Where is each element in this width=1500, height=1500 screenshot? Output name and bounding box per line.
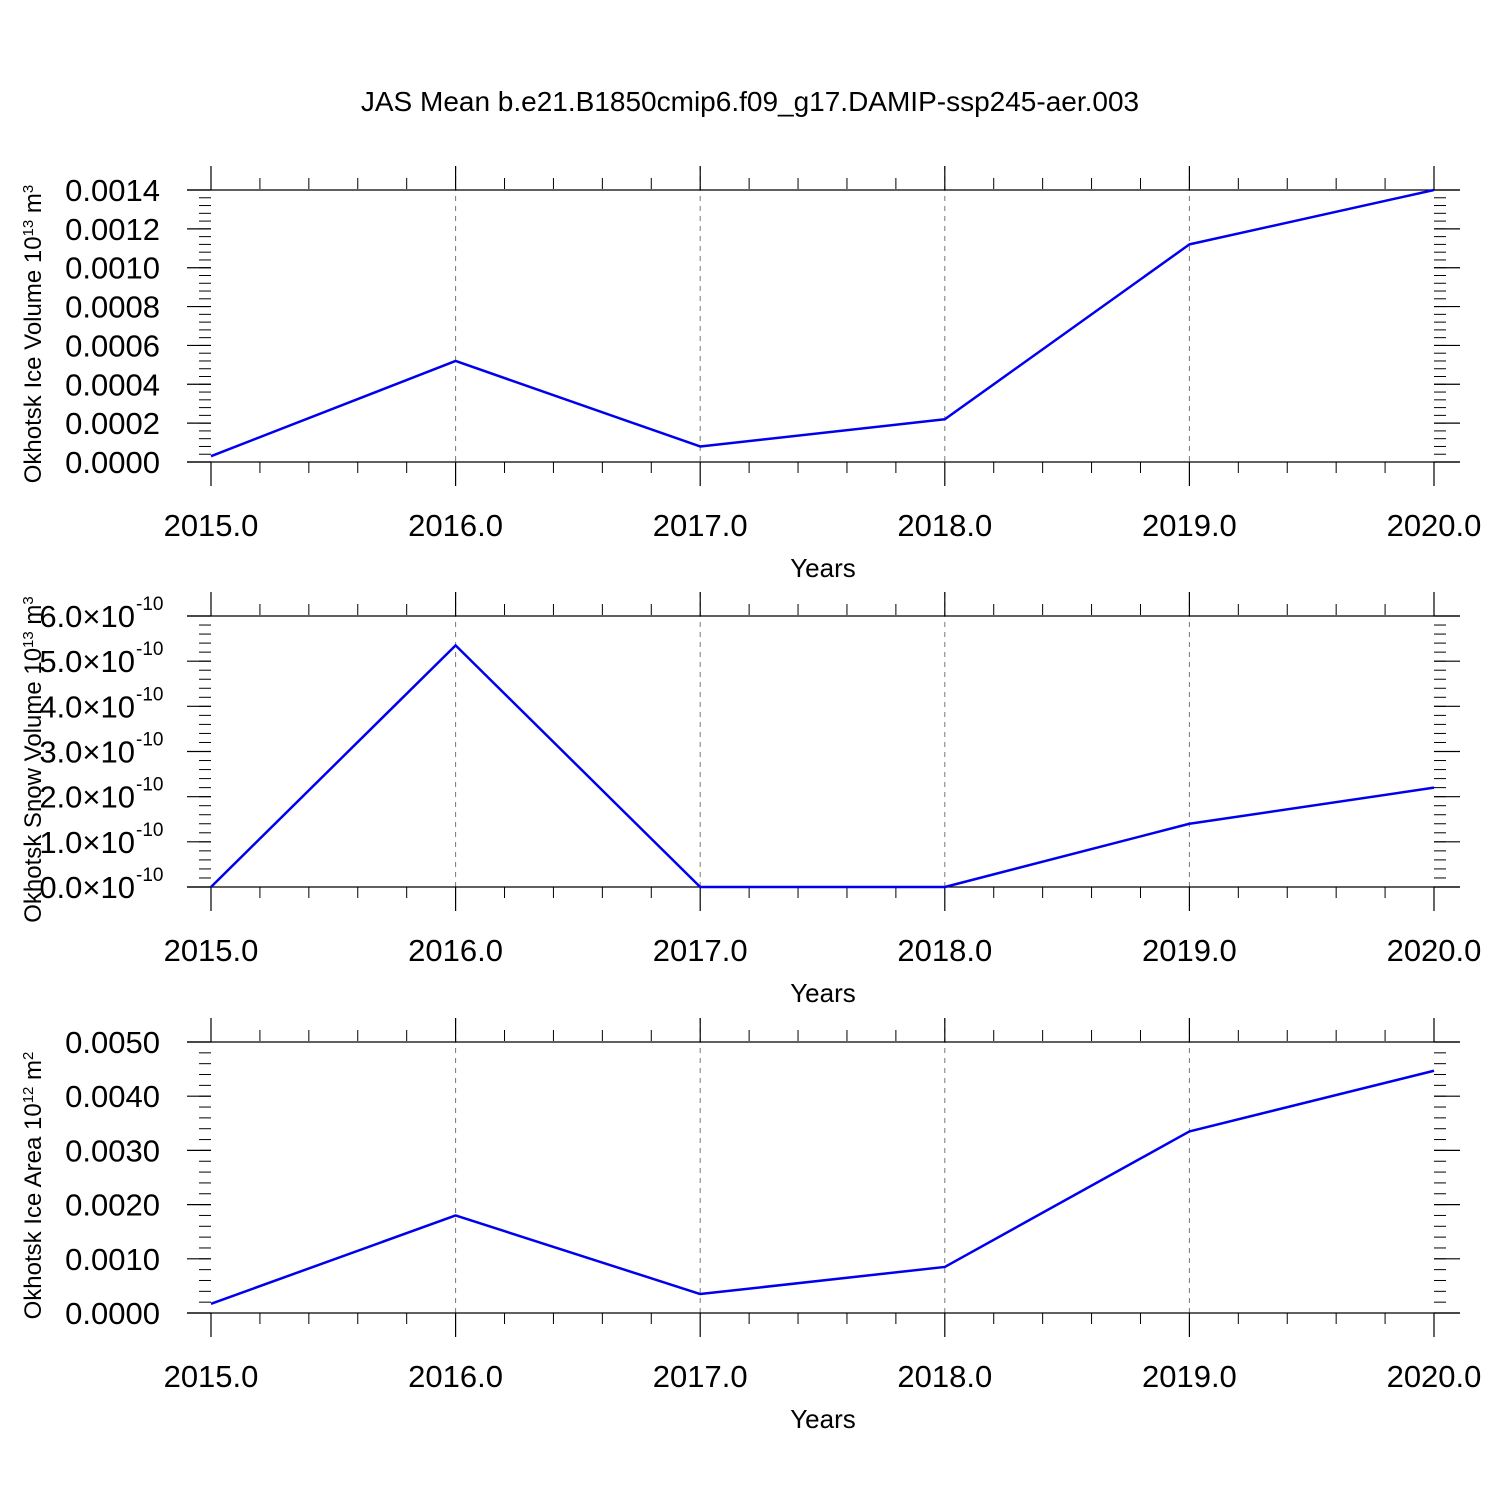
x-tick-label: 2019.0 [1142, 508, 1237, 543]
y-tick-label: 0.0008 [65, 290, 160, 325]
y-tick-label: 0.0002 [65, 406, 160, 441]
page-title: JAS Mean b.e21.B1850cmip6.f09_g17.DAMIP-… [360, 86, 1140, 117]
y-tick-label: 3.0×10 [39, 735, 135, 770]
x-tick-label: 2015.0 [164, 1359, 259, 1394]
x-tick-label: 2015.0 [164, 933, 259, 968]
y-tick-label: 0.0010 [65, 251, 160, 286]
y-tick-label: 4.0×10 [39, 689, 135, 724]
x-tick-label: 2015.0 [164, 508, 259, 543]
x-tick-label: 2020.0 [1387, 508, 1482, 543]
y-tick-exponent: -10 [136, 594, 163, 615]
chart-panel-3: 2015.0 2016.0 2017.0 2018.0 2019.0 2020.0 Year… [20, 1018, 1482, 1434]
y-tick-exponent: -10 [136, 820, 163, 841]
series-line [210, 644, 1435, 889]
y-axis-label: Okhotsk Ice Volume 1013 m3 [20, 185, 48, 484]
y-tick-exponent: -10 [136, 865, 163, 886]
y-tick-label: 0.0004 [65, 367, 160, 402]
y-tick-label: 0.0050 [65, 1025, 160, 1060]
chart-panel-1: 2015.0 2016.0 2017.0 2018.0 2019.0 2020.0 Year… [20, 166, 1482, 583]
x-tick-label: 2020.0 [1387, 933, 1482, 968]
y-tick-label: 0.0006 [65, 328, 160, 363]
x-tick-label: 2017.0 [653, 508, 748, 543]
y-tick-label: 0.0000 [65, 1296, 160, 1331]
x-tick-label: 2018.0 [897, 508, 992, 543]
y-tick-label: 0.0040 [65, 1079, 160, 1114]
x-tick-label: 2016.0 [408, 933, 503, 968]
x-tick-label: 2018.0 [897, 933, 992, 968]
x-axis-label: Years [790, 1404, 856, 1434]
y-axis-label: Okhotsk Ice Area 1012 m2 [20, 1052, 48, 1320]
y-tick-label: 0.0020 [65, 1188, 160, 1223]
x-axis-label: Years [790, 978, 856, 1008]
x-tick-label: 2019.0 [1142, 933, 1237, 968]
x-axis-label: Years [790, 553, 856, 583]
y-tick-label: 0.0012 [65, 212, 160, 247]
y-tick-label: 0.0030 [65, 1133, 160, 1168]
y-axis-label: Okhotsk Snow Volume 1013 m3 [20, 596, 48, 923]
y-tick-label: 2.0×10 [39, 780, 135, 815]
chart-panel-2: 2015.0 2016.0 2017.0 2018.0 2019.0 2020.0 Year… [20, 592, 1482, 1008]
y-tick-label: 6.0×10 [39, 599, 135, 634]
y-tick-exponent: -10 [136, 775, 163, 796]
y-tick-label: 0.0×10 [39, 870, 135, 905]
x-tick-label: 2017.0 [653, 933, 748, 968]
x-tick-label: 2017.0 [653, 1359, 748, 1394]
y-tick-exponent: -10 [136, 730, 163, 751]
x-tick-label: 2016.0 [408, 1359, 503, 1394]
y-tick-label: 0.0010 [65, 1242, 160, 1277]
y-tick-exponent: -10 [136, 639, 163, 660]
x-tick-label: 2020.0 [1387, 1359, 1482, 1394]
y-tick-label: 1.0×10 [39, 825, 135, 860]
y-tick-label: 5.0×10 [39, 644, 135, 679]
y-tick-exponent: -10 [136, 684, 163, 705]
series-line [210, 188, 1435, 458]
y-tick-label: 0.0000 [65, 445, 160, 480]
series-line [210, 1069, 1435, 1305]
x-tick-label: 2019.0 [1142, 1359, 1237, 1394]
x-tick-label: 2018.0 [897, 1359, 992, 1394]
y-tick-label: 0.0014 [65, 173, 160, 208]
x-tick-label: 2016.0 [408, 508, 503, 543]
